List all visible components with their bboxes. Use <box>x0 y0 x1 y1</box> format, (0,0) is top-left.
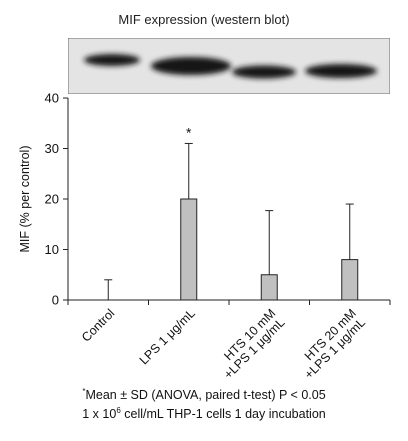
footnote-asterisk: * <box>82 387 86 396</box>
x-tick-label: Control <box>79 306 117 344</box>
y-tick-label: 0 <box>52 293 59 308</box>
footnote-significance: *Mean ± SD (ANOVA, paired t-test) P < 0.… <box>0 387 408 402</box>
footnote-conditions-b: cell/mL THP-1 cells 1 day incubation <box>120 407 326 422</box>
bar <box>341 259 359 301</box>
blot-band-hts10 <box>232 65 296 79</box>
y-tick-label: 40 <box>45 91 59 106</box>
western-blot-image <box>68 38 390 94</box>
x-tick-label: LPS 1 μg/mL <box>137 306 198 367</box>
x-tick-label-line: Control <box>79 306 117 344</box>
blot-band-control <box>84 54 140 66</box>
blot-band-lps <box>151 57 231 75</box>
bar <box>180 198 198 301</box>
y-tick-label: 10 <box>45 242 59 257</box>
blot-band-hts20 <box>305 64 377 78</box>
x-tick-label: HTS 20 mM+LPS 1 μg/mL <box>293 306 369 382</box>
significance-marker: * <box>186 124 192 140</box>
x-tick-label-line: LPS 1 μg/mL <box>137 306 198 367</box>
footnote-conditions: 1 x 106 cell/mL THP-1 cells 1 day incuba… <box>0 406 408 421</box>
y-tick-label: 20 <box>45 192 59 207</box>
blot-title: MIF expression (western blot) <box>118 12 290 27</box>
footnote-significance-text: Mean ± SD (ANOVA, paired t-test) P < 0.0… <box>85 388 326 403</box>
y-axis-label: MIF (% per control) <box>18 146 32 253</box>
footnote-conditions-a: 1 x 10 <box>82 407 117 422</box>
footnote-conditions-exponent: 6 <box>116 406 121 415</box>
x-tick-label: HTS 10 mM+LPS 1 μg/mL <box>212 306 288 382</box>
y-tick-label: 30 <box>45 141 59 156</box>
bar <box>260 274 278 301</box>
